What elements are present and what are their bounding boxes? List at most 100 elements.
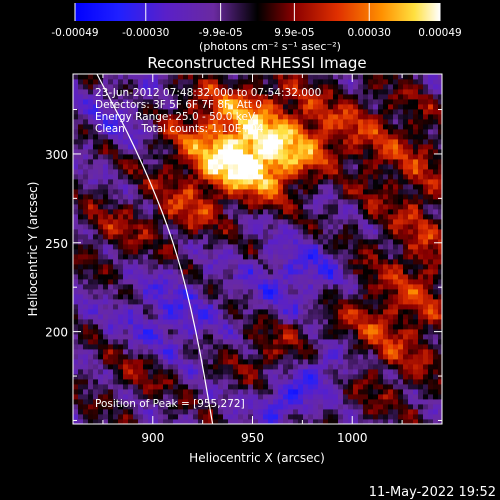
heatmap-cell [393,384,399,390]
heatmap-cell [103,384,109,390]
heatmap-cell [323,314,329,320]
heatmap-cell [223,344,229,350]
heatmap-cell [123,244,129,250]
heatmap-cell [163,334,169,340]
heatmap-cell [208,89,214,95]
heatmap-cell [103,169,109,175]
heatmap-cell [278,129,284,135]
heatmap-cell [418,264,424,270]
heatmap-cell [423,189,429,195]
heatmap-cell [363,314,369,320]
heatmap-cell [98,359,104,365]
heatmap-cell [293,349,299,355]
heatmap-cell [323,134,329,140]
heatmap-cell [358,144,364,150]
heatmap-cell [83,229,89,235]
heatmap-cell [113,209,119,215]
heatmap-cell [353,349,359,355]
heatmap-cell [218,239,224,245]
heatmap-cell [98,229,104,235]
heatmap-cell [238,299,244,305]
heatmap-cell [103,129,109,135]
heatmap-cell [73,114,79,120]
heatmap-cell [118,259,124,265]
heatmap-cell [368,264,374,270]
heatmap-cell [143,174,149,180]
heatmap-cell [178,249,184,255]
heatmap-cell [228,324,234,330]
heatmap-cell [233,339,239,345]
heatmap-cell [158,419,164,424]
heatmap-cell [143,144,149,150]
heatmap-cell [253,239,259,245]
heatmap-cell [173,169,179,175]
heatmap-cell [108,89,114,95]
heatmap-cell [278,179,284,185]
heatmap-cell [253,329,259,335]
heatmap-cell [303,249,309,255]
heatmap-cell [203,189,209,195]
heatmap-cell [338,164,344,170]
heatmap-cell [128,164,134,170]
heatmap-cell [208,364,214,370]
heatmap-cell [113,149,119,155]
heatmap-cell [278,404,284,410]
heatmap-cell [398,174,404,180]
heatmap-cell [173,259,179,265]
heatmap-cell [308,179,314,185]
heatmap-cell [278,229,284,235]
heatmap-cell [403,99,409,105]
heatmap-cell [383,404,389,410]
heatmap-cell [193,104,199,110]
heatmap-cell [348,339,354,345]
heatmap-cell [133,234,139,240]
heatmap-cell [263,144,269,150]
heatmap-cell [73,394,79,400]
heatmap-cell [153,144,159,150]
heatmap-cell [388,149,394,155]
heatmap-cell [398,219,404,225]
heatmap-cell [133,84,139,90]
heatmap-cell [233,94,239,100]
heatmap-cell [423,349,429,355]
heatmap-cell [413,139,419,145]
heatmap-cell [438,369,442,375]
heatmap-cell [378,244,384,250]
heatmap-cell [373,289,379,295]
heatmap-cell [183,134,189,140]
heatmap-cell [353,214,359,220]
heatmap-cell [193,94,199,100]
heatmap-cell [353,279,359,285]
heatmap-cell [253,169,259,175]
heatmap-cell [208,134,214,140]
heatmap-cell [108,114,114,120]
heatmap-cell [353,144,359,150]
heatmap-cell [298,144,304,150]
heatmap-cell [328,209,334,215]
heatmap-cell [438,264,442,270]
heatmap-cell [133,164,139,170]
heatmap-cell [388,219,394,225]
heatmap-cell [433,384,439,390]
heatmap-cell [173,404,179,410]
heatmap-cell [378,179,384,185]
heatmap-cell [433,319,439,325]
heatmap-cell [88,414,94,420]
heatmap-cell [403,384,409,390]
heatmap-cell [243,194,249,200]
heatmap-cell [418,399,424,405]
heatmap-cell [433,354,439,360]
heatmap-cell [233,389,239,395]
heatmap-cell [248,134,254,140]
heatmap-cell [113,264,119,270]
heatmap-cell [188,274,194,280]
heatmap-cell [98,114,104,120]
heatmap-cell [73,124,79,130]
heatmap-cell [83,309,89,315]
heatmap-cell [338,144,344,150]
heatmap-cell [428,269,434,275]
heatmap-cell [298,159,304,165]
heatmap-cell [438,299,442,305]
heatmap-cell [228,304,234,310]
heatmap-cell [138,249,144,255]
